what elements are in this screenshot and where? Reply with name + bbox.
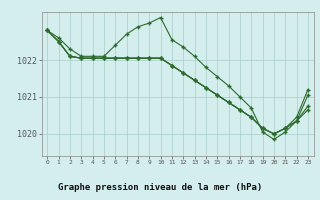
Text: Graphe pression niveau de la mer (hPa): Graphe pression niveau de la mer (hPa) [58,183,262,192]
